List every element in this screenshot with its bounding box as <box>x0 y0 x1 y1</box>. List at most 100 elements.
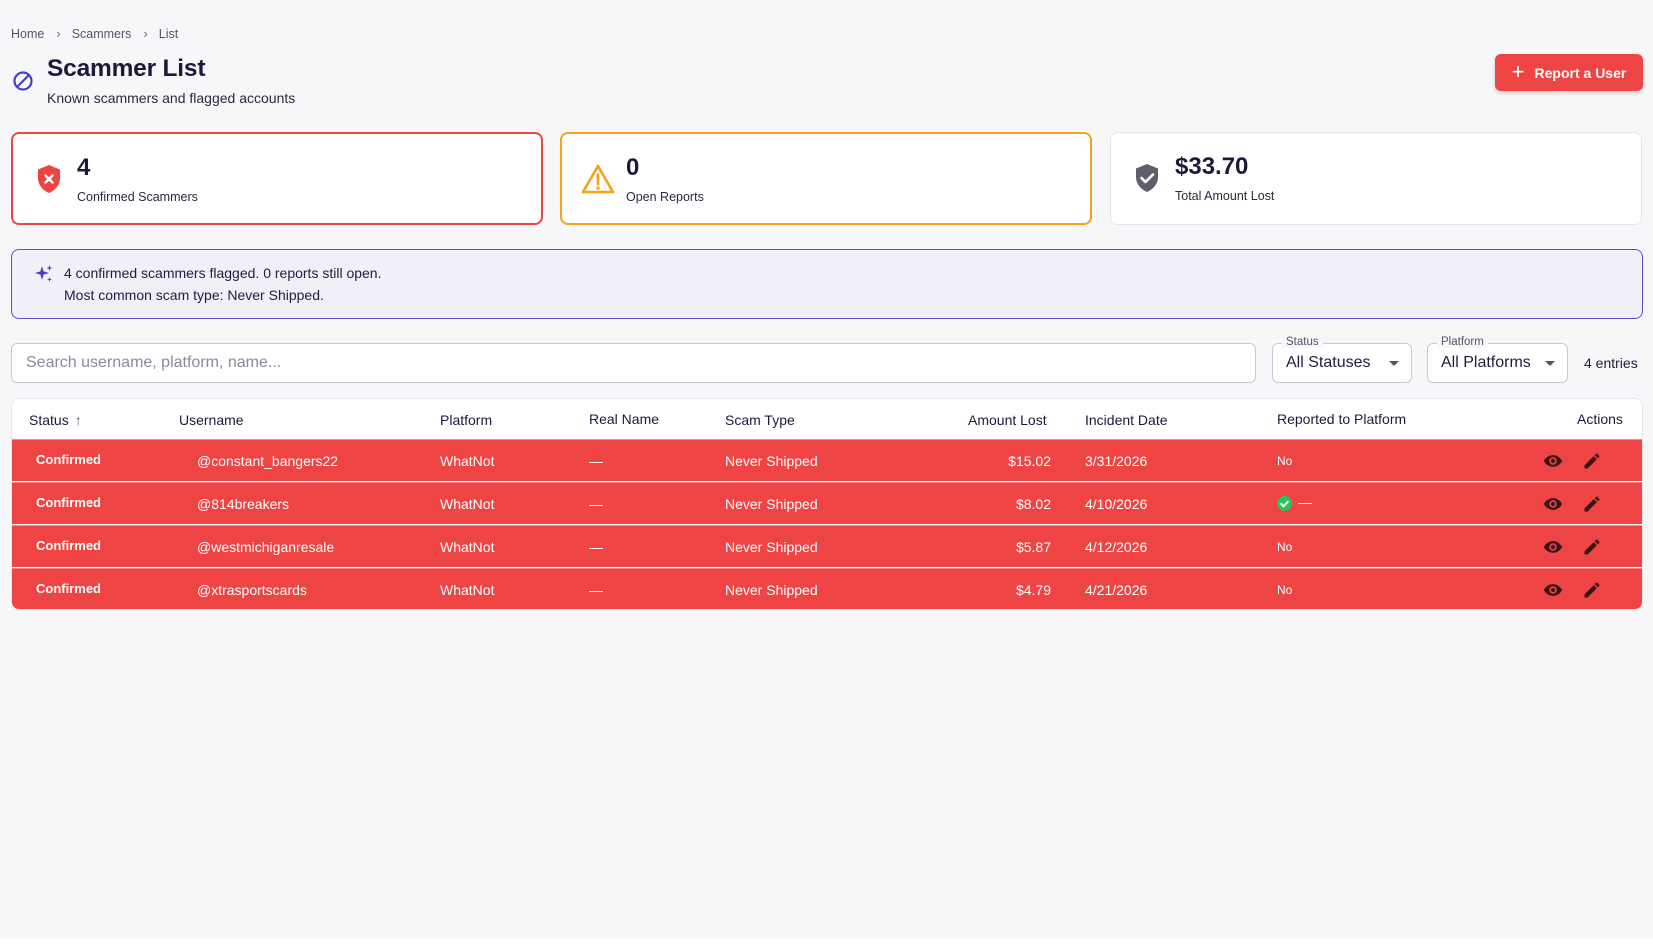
incident-date-cell: 4/12/2026 <box>1085 539 1148 555</box>
table-row[interactable]: Confirmed @xtrasportscards WhatNot — Never S… <box>12 568 1642 609</box>
view-eye-icon[interactable] <box>1543 580 1563 600</box>
bottom-strip <box>0 938 1653 949</box>
column-header-actions: Actions <box>1577 411 1623 427</box>
reported-cell: No <box>1277 454 1292 468</box>
shield-check-icon <box>1136 164 1158 192</box>
insight-line-2: Most common scam type: Never Shipped. <box>64 287 324 303</box>
amount-lost-cell: $4.79 <box>1015 582 1051 598</box>
scam-type-cell: Never Shipped <box>725 539 818 555</box>
view-eye-icon[interactable] <box>1543 537 1563 557</box>
breadcrumb-scammers[interactable]: Scammers <box>71 26 132 41</box>
column-header-amount-lost[interactable]: Amount Lost <box>968 412 1047 428</box>
column-header-status[interactable]: Status ↑ <box>29 412 82 428</box>
stat-label: Total Amount Lost <box>1175 189 1275 203</box>
status-cell: Confirmed <box>36 538 101 553</box>
status-cell: Confirmed <box>36 581 101 596</box>
username-cell: @xtrasportscards <box>197 582 307 598</box>
platform-filter-value: All Platforms <box>1441 354 1531 371</box>
view-eye-icon[interactable] <box>1543 494 1563 514</box>
reported-value: — <box>1298 494 1312 510</box>
breadcrumb: Home › Scammers › List <box>11 26 178 41</box>
username-cell: @westmichiganresale <box>197 539 335 555</box>
reported-value: No <box>1277 454 1293 468</box>
entries-count: 4 entries <box>1584 355 1638 371</box>
report-user-label: Report a User <box>1534 64 1627 81</box>
shield-x-icon <box>38 165 60 193</box>
edit-pencil-icon[interactable] <box>1582 537 1602 557</box>
column-header-reported[interactable]: Reported to Platform <box>1277 411 1407 427</box>
scam-type-cell: Never Shipped <box>725 453 818 469</box>
real-name-cell: — <box>589 582 603 598</box>
table-row[interactable]: Confirmed @constant_bangers22 WhatNot — Neve… <box>12 439 1642 481</box>
warning-triangle-icon <box>581 164 615 194</box>
breadcrumb-separator: › <box>143 26 148 41</box>
breadcrumb-list: List <box>158 26 179 41</box>
check-circle-icon <box>1277 495 1292 511</box>
edit-pencil-icon[interactable] <box>1582 451 1602 471</box>
reported-value: No <box>1277 583 1293 597</box>
platform-cell: WhatNot <box>440 539 495 555</box>
stat-card-confirmed-scammers: 4 Confirmed Scammers <box>11 132 543 225</box>
incident-date-cell: 4/10/2026 <box>1085 496 1148 512</box>
status-cell: Confirmed <box>36 452 101 467</box>
platform-cell: WhatNot <box>440 582 495 598</box>
sort-ascending-icon[interactable]: ↑ <box>74 412 82 428</box>
platform-filter-label: Platform <box>1437 336 1488 348</box>
stat-value: 0 <box>626 154 640 181</box>
insight-banner: 4 confirmed scammers flagged. 0 reports … <box>11 249 1643 319</box>
dropdown-caret-icon <box>1545 361 1555 366</box>
stat-card-open-reports: 0 Open Reports <box>560 132 1092 225</box>
reported-cell: No <box>1277 583 1292 597</box>
status-filter-select[interactable]: Status All Statuses <box>1272 336 1412 383</box>
page-subtitle: Known scammers and flagged accounts <box>47 90 296 106</box>
amount-lost-cell: $15.02 <box>1008 453 1051 469</box>
edit-pencil-icon[interactable] <box>1582 494 1602 514</box>
plus-icon: + <box>1511 58 1525 84</box>
block-icon <box>13 71 33 91</box>
breadcrumb-home[interactable]: Home <box>11 26 45 41</box>
report-user-button[interactable]: + Report a User <box>1495 54 1643 91</box>
username-cell: @constant_bangers22 <box>197 453 339 469</box>
real-name-cell: — <box>589 496 603 512</box>
search-input[interactable] <box>11 343 1256 383</box>
column-header-incident-date[interactable]: Incident Date <box>1085 412 1168 428</box>
reported-value: No <box>1277 540 1293 554</box>
stat-value: $33.70 <box>1175 153 1249 180</box>
reported-cell: No <box>1277 540 1292 554</box>
real-name-cell: — <box>589 539 603 555</box>
username-cell: @814breakers <box>197 496 290 512</box>
sparkle-icon <box>35 265 53 282</box>
table-row[interactable]: Confirmed @westmichiganresale WhatNot — Neve… <box>12 525 1642 567</box>
amount-lost-cell: $8.02 <box>1015 496 1051 512</box>
page-title: Scammer List <box>47 55 206 82</box>
scam-type-cell: Never Shipped <box>725 496 818 512</box>
stat-card-total-amount-lost: $33.70 Total Amount Lost <box>1110 132 1642 225</box>
platform-filter-select[interactable]: Platform All Platforms <box>1427 336 1568 383</box>
amount-lost-cell: $5.87 <box>1015 539 1051 555</box>
breadcrumb-separator: › <box>56 26 61 41</box>
reported-cell: — <box>1277 494 1312 511</box>
real-name-cell: — <box>589 453 603 469</box>
scammer-table: Status ↑ Username Platform Real Name Scam… <box>11 398 1643 610</box>
status-filter-label: Status <box>1282 336 1323 348</box>
column-header-platform[interactable]: Platform <box>440 412 493 428</box>
scam-type-cell: Never Shipped <box>725 582 818 598</box>
platform-cell: WhatNot <box>440 453 495 469</box>
column-header-label: Status <box>29 412 69 428</box>
insight-line-1: 4 confirmed scammers flagged. 0 reports … <box>64 265 382 281</box>
stat-label: Confirmed Scammers <box>77 190 198 204</box>
column-header-real-name[interactable]: Real Name <box>589 411 660 427</box>
view-eye-icon[interactable] <box>1543 451 1563 471</box>
column-header-username[interactable]: Username <box>179 412 244 428</box>
column-header-scam-type[interactable]: Scam Type <box>725 412 795 428</box>
incident-date-cell: 4/21/2026 <box>1085 582 1148 598</box>
status-cell: Confirmed <box>36 495 101 510</box>
edit-pencil-icon[interactable] <box>1582 580 1602 600</box>
table-header: Status ↑ Username Platform Real Name Scam… <box>12 399 1642 439</box>
status-filter-value: All Statuses <box>1286 354 1371 371</box>
platform-cell: WhatNot <box>440 496 495 512</box>
incident-date-cell: 3/31/2026 <box>1085 453 1148 469</box>
dropdown-caret-icon <box>1389 361 1399 366</box>
table-row[interactable]: Confirmed @814breakers WhatNot — Never Shipp… <box>12 482 1642 524</box>
